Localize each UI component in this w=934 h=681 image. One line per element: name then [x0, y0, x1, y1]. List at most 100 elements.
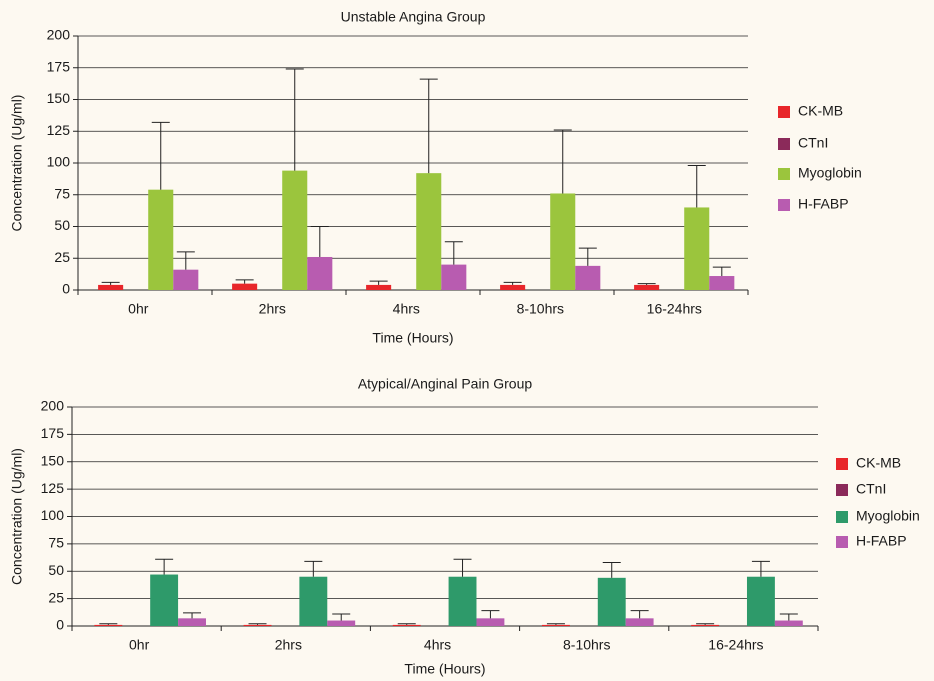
legend-swatch	[836, 458, 848, 470]
bar	[307, 256, 333, 290]
error-bar	[151, 121, 170, 190]
bar	[575, 265, 601, 290]
error-bar	[751, 560, 770, 577]
error-bar	[99, 623, 118, 625]
bar	[476, 618, 505, 626]
y-tick-label: 25	[48, 589, 64, 605]
error-bar	[248, 623, 267, 625]
legend-swatch	[836, 511, 848, 523]
bar	[366, 284, 392, 290]
bar	[416, 173, 442, 290]
y-tick-label: 200	[41, 398, 65, 414]
error-bar	[101, 281, 120, 285]
bar	[299, 576, 328, 626]
legend-label: H-FABP	[798, 196, 849, 212]
legend-swatch	[778, 138, 790, 150]
error-bar	[310, 226, 329, 257]
legend-label: CK-MB	[798, 103, 843, 119]
legend-label: CTnI	[856, 481, 886, 497]
error-bar	[503, 281, 522, 285]
bar	[173, 269, 199, 290]
error-bar	[444, 241, 463, 265]
bar	[684, 207, 710, 290]
error-bar	[578, 247, 597, 266]
error-bar	[176, 251, 195, 270]
bar	[500, 284, 526, 290]
bar	[232, 283, 258, 290]
legend-label: CK-MB	[856, 455, 901, 471]
bar	[392, 624, 421, 626]
x-axis-label: Time (Hours)	[372, 330, 453, 346]
error-bar	[602, 561, 621, 578]
y-tick-label: 200	[47, 27, 71, 43]
legend-label: Myoglobin	[798, 165, 862, 181]
y-axis-label: Concentration (Ug/ml)	[9, 95, 25, 232]
legend-swatch	[778, 168, 790, 180]
bar	[150, 574, 179, 626]
x-tick-label: 8-10hrs	[563, 637, 610, 653]
legend-label: H-FABP	[856, 533, 907, 549]
error-bar	[332, 613, 351, 621]
x-axis-label: Time (Hours)	[404, 661, 485, 677]
bar	[709, 276, 735, 290]
legend-swatch	[836, 536, 848, 548]
error-bar	[453, 558, 472, 577]
error-bar	[419, 78, 438, 174]
error-bar	[304, 560, 323, 577]
x-tick-label: 0hr	[128, 301, 149, 317]
y-tick-label: 75	[48, 535, 64, 551]
chart-title: Atypical/Anginal Pain Group	[358, 376, 533, 392]
legend-swatch	[778, 199, 790, 211]
y-tick-label: 125	[47, 122, 71, 138]
error-bar	[546, 623, 565, 625]
y-tick-label: 175	[41, 425, 65, 441]
error-bar	[553, 129, 572, 194]
bar	[94, 624, 123, 626]
y-tick-label: 0	[62, 281, 70, 297]
bar	[327, 620, 356, 626]
x-tick-label: 4hrs	[393, 301, 420, 317]
bar	[625, 618, 654, 626]
bar	[634, 284, 660, 290]
error-bar	[397, 623, 416, 625]
bar	[148, 189, 174, 290]
error-bar	[712, 266, 731, 277]
chart-title: Unstable Angina Group	[341, 9, 486, 25]
bar	[448, 576, 477, 626]
x-tick-label: 16-24hrs	[647, 301, 702, 317]
error-bar	[779, 613, 798, 621]
x-tick-label: 16-24hrs	[708, 637, 763, 653]
legend-swatch	[836, 484, 848, 496]
bar	[691, 624, 720, 626]
y-tick-label: 50	[54, 217, 70, 233]
error-bar	[696, 623, 715, 625]
bar	[774, 620, 803, 626]
error-bar	[285, 68, 304, 171]
x-tick-label: 8-10hrs	[517, 301, 564, 317]
y-tick-label: 150	[47, 90, 71, 106]
y-tick-label: 125	[41, 480, 65, 496]
y-tick-label: 75	[54, 185, 70, 201]
error-bar	[183, 612, 202, 619]
bar	[178, 618, 206, 626]
y-tick-label: 0	[56, 617, 64, 633]
bar	[282, 170, 308, 290]
error-bar	[369, 280, 388, 285]
error-bar	[637, 283, 656, 285]
bar	[98, 284, 124, 290]
legend-swatch	[778, 106, 790, 118]
x-tick-label: 2hrs	[275, 637, 302, 653]
bar	[541, 624, 570, 626]
bar	[441, 264, 467, 290]
legend-label: CTnI	[798, 135, 828, 151]
y-tick-label: 150	[41, 452, 65, 468]
error-bar	[235, 279, 254, 284]
y-tick-label: 100	[41, 507, 65, 523]
bar	[550, 193, 576, 290]
bar	[597, 577, 626, 626]
error-bar	[155, 558, 174, 575]
bar	[746, 576, 775, 626]
x-tick-label: 2hrs	[259, 301, 286, 317]
legend-label: Myoglobin	[856, 508, 920, 524]
